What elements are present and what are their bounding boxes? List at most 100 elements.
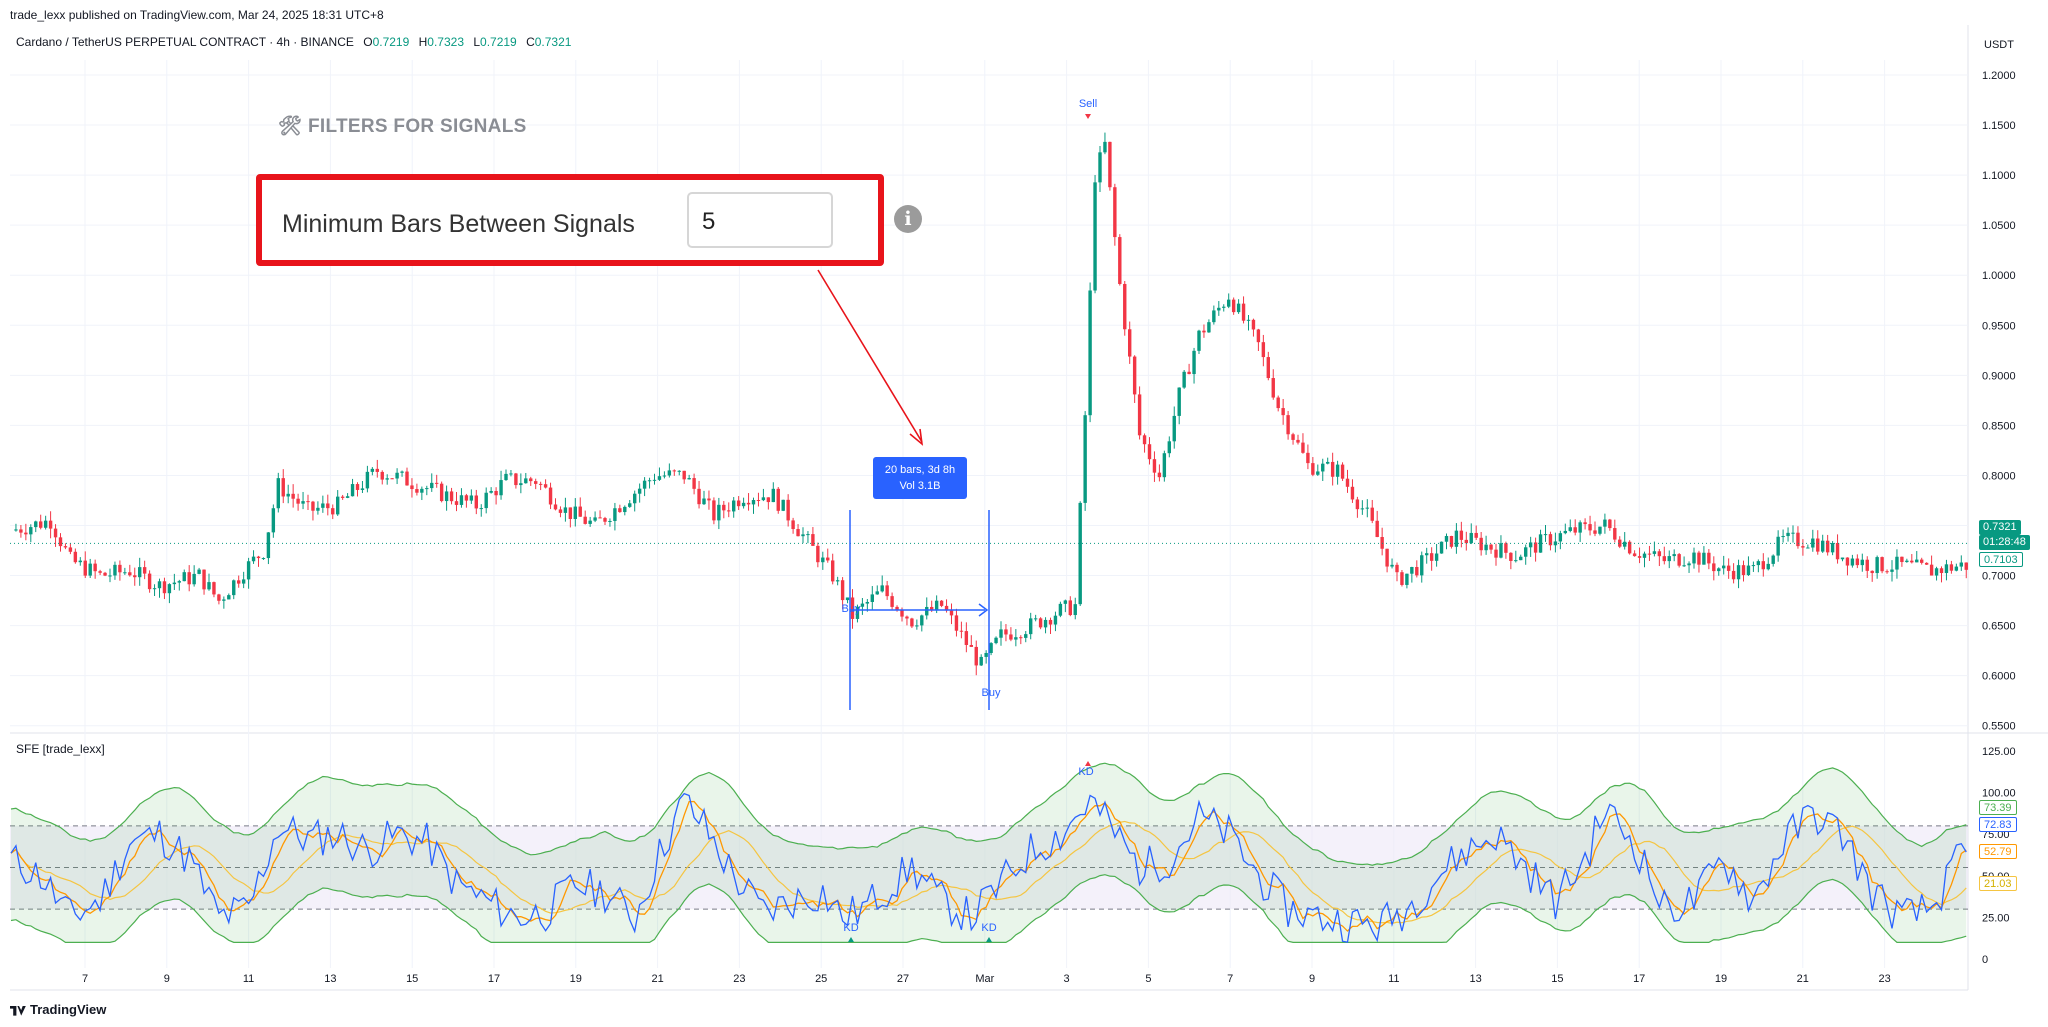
time-tick-label: 9 — [1309, 973, 1315, 985]
candle-body — [939, 600, 944, 606]
candle-body — [811, 534, 815, 546]
candle-body — [1227, 299, 1231, 307]
candle-body — [256, 556, 261, 559]
candle-body — [548, 487, 553, 505]
candle-body — [73, 551, 78, 563]
candle-body — [113, 564, 117, 576]
candle-body — [1281, 408, 1285, 416]
candle-body — [1118, 237, 1122, 284]
time-tick-label: 27 — [897, 973, 909, 985]
candle-body — [1722, 565, 1726, 569]
candle-body — [326, 503, 330, 509]
candle-body — [1251, 319, 1256, 330]
candle-body — [1202, 330, 1206, 333]
osc-k-line — [10, 792, 1967, 943]
candle-body — [712, 500, 716, 521]
candlestick-series — [10, 132, 1968, 676]
candle-body — [1949, 564, 1954, 571]
candle-body — [1489, 544, 1493, 550]
currency-label: USDT — [1984, 39, 2014, 51]
candle-body — [1573, 527, 1577, 533]
ohlc-close-value: 0.7321 — [534, 35, 572, 49]
candle-body — [1128, 329, 1132, 357]
candle-body — [1321, 463, 1325, 472]
candle-body — [1845, 557, 1850, 566]
candle-body — [212, 582, 216, 595]
candle-body — [732, 500, 736, 512]
kd-signal-label: KD — [843, 922, 858, 934]
tradingview-logo-icon — [10, 1005, 26, 1016]
candle-body — [1934, 568, 1939, 576]
candle-body — [1504, 543, 1508, 553]
candle-body — [1217, 307, 1221, 311]
candle-body — [311, 501, 315, 511]
candle-body — [974, 646, 978, 666]
measure-tooltip: 20 bars, 3d 8h Vol 3.1B — [873, 457, 967, 499]
ohlc-open-label: O — [363, 35, 373, 49]
candle-body — [702, 498, 706, 505]
candle-body — [920, 615, 924, 626]
candle-body — [1717, 568, 1721, 572]
candle-body — [672, 470, 676, 472]
candle-body — [345, 496, 350, 498]
candle-body — [1825, 540, 1830, 553]
candle-body — [915, 625, 919, 627]
candle-body — [1667, 556, 1671, 562]
candle-body — [1642, 553, 1647, 558]
candle-body — [1726, 565, 1731, 571]
candle-body — [1434, 553, 1439, 561]
candle-body — [1801, 546, 1805, 548]
candle-body — [647, 480, 652, 482]
measure-bars: 20 bars, 3d 8h — [884, 464, 956, 476]
candle-body — [1662, 556, 1666, 562]
candle-body — [197, 569, 201, 574]
candle-body — [380, 471, 384, 480]
candle-body — [1514, 560, 1518, 562]
candle-body — [840, 580, 845, 601]
candle-body — [246, 561, 251, 580]
candle-body — [969, 644, 973, 647]
oscillator-pane — [10, 762, 1968, 943]
candle-body — [1098, 152, 1102, 183]
candle-body — [1088, 290, 1092, 416]
candle-body — [286, 493, 290, 497]
candle-body — [959, 630, 964, 632]
candle-body — [336, 496, 340, 515]
candle-body — [1360, 508, 1365, 510]
candle-body — [534, 481, 538, 484]
price-tick-label: 1.0500 — [1982, 220, 2016, 232]
osc-band-fill — [11, 763, 1967, 943]
candle-body — [925, 606, 929, 616]
osc-k-tag: 72.83 — [1979, 817, 2017, 832]
candle-body — [1261, 342, 1266, 358]
price-tick-label: 0.9500 — [1982, 320, 2016, 332]
candle-body — [1929, 564, 1934, 576]
candle-body — [1152, 459, 1157, 473]
candle-body — [1073, 604, 1077, 616]
info-icon[interactable]: i — [894, 205, 922, 233]
candle-body — [801, 534, 805, 537]
time-tick-label: 19 — [1715, 973, 1727, 985]
candle-body — [1741, 565, 1746, 576]
candle-body — [152, 588, 157, 590]
candle-body — [1390, 564, 1394, 567]
time-tick-label: 17 — [1633, 973, 1645, 985]
time-tick-label: 15 — [406, 973, 418, 985]
candle-body — [697, 488, 701, 505]
candle-body — [662, 475, 667, 477]
osc-signal-tag: 21.03 — [1979, 876, 2017, 891]
candle-body — [142, 567, 147, 574]
candle-body — [1583, 522, 1587, 525]
min-bars-input[interactable]: 5 — [687, 192, 833, 248]
candle-body — [1326, 461, 1330, 464]
candle-body — [1608, 519, 1612, 529]
candle-body — [994, 637, 998, 644]
candle-body — [98, 571, 102, 573]
candle-body — [405, 471, 409, 486]
candle-body — [1860, 559, 1864, 566]
candle-body — [776, 488, 780, 511]
time-tick-label: 9 — [164, 973, 170, 985]
candle-body — [1915, 559, 1919, 563]
candle-body — [1553, 541, 1558, 546]
